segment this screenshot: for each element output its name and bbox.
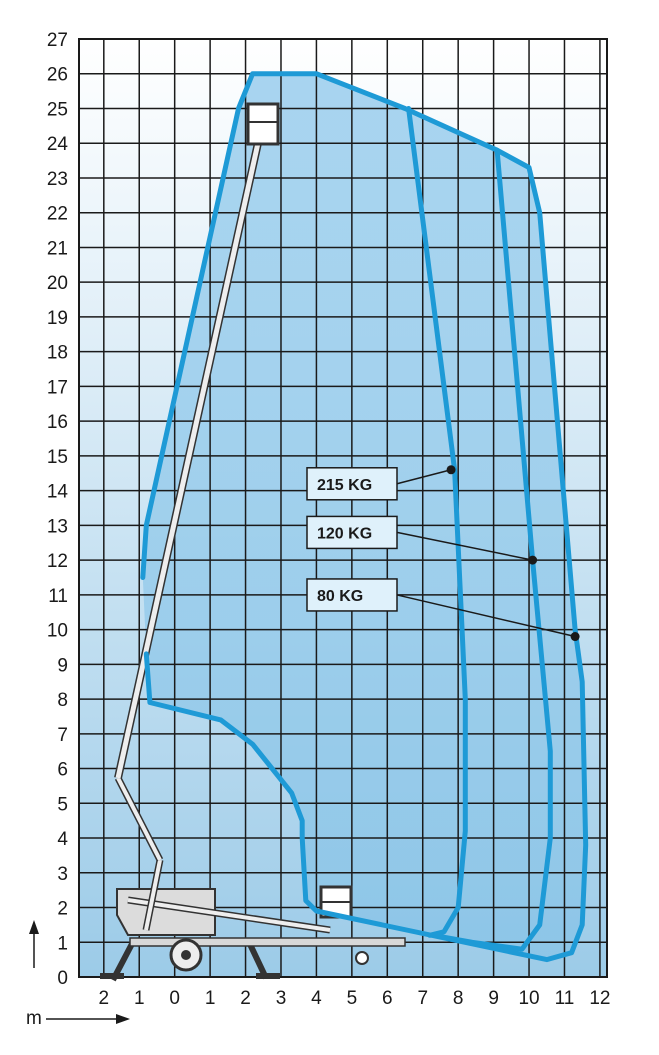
annotation-label: 80 KG [317,588,363,605]
x-axis-unit: m [26,1008,42,1029]
y-tick-label: 15 [47,447,68,468]
annotation-leader-line [396,531,533,561]
y-tick-label: 6 [57,760,68,781]
y-tick-labels: 0123456789101112131415161718192021222324… [47,30,69,989]
y-tick-label: 14 [47,482,69,503]
x-tick-label: 11 [555,988,575,1009]
y-tick-label: 8 [57,690,68,711]
y-tick-label: 11 [48,586,68,607]
x-tick-label: 6 [382,988,393,1009]
x-tick-label: 4 [311,988,322,1009]
y-tick-label: 10 [47,621,68,642]
y-tick-label: 20 [47,273,68,294]
y-tick-label: 12 [47,551,68,572]
y-tick-label: 4 [57,829,68,850]
x-tick-labels: 2 1 0 1 2 3 4 5 6 7 8 9 10 11 12 [99,988,611,1009]
annotation-point [446,465,456,475]
aerial-platform-illustration [100,102,406,982]
y-tick-label: 26 [47,65,68,86]
y-tick-label: 25 [47,99,68,120]
y-tick-label: 17 [47,377,68,398]
y-tick-label: 24 [47,134,69,155]
axis-unit-arrows: m [26,920,130,1029]
x-tick-label: 8 [453,988,464,1009]
load-annotations: 215 KG 120 KG 80 KG [306,465,580,642]
y-tick-label: 27 [47,30,68,51]
y-tick-label: 22 [47,204,68,225]
x-tick-label: 2 [99,988,110,1009]
annotation-box [306,467,398,501]
annotation-point [570,632,580,642]
y-tick-label: 19 [47,308,68,329]
x-tick-label: 10 [518,988,539,1009]
x-tick-label: 2 [240,988,251,1009]
annotation-leader-line [396,469,452,485]
annotation-box [306,515,398,550]
x-tick-label: 5 [347,988,358,1009]
series-line-80-kg [140,71,589,963]
y-tick-label: 13 [47,516,68,537]
annotation-box [306,578,398,612]
x-tick-label: 7 [417,988,428,1009]
y-tick-label: 7 [57,725,68,746]
x-tick-label: 0 [169,988,180,1009]
annotation-label: 120 KG [317,525,372,542]
y-tick-label: 21 [47,238,68,259]
x-tick-label: 1 [134,988,145,1009]
y-tick-label: 1 [57,933,68,954]
x-tick-label: 9 [488,988,499,1009]
x-tick-label: 12 [589,988,610,1009]
y-tick-label: 5 [57,794,68,815]
y-tick-label: 23 [47,169,68,190]
x-tick-label: 1 [205,988,216,1009]
y-tick-label: 3 [57,864,68,885]
annotation-label: 215 KG [317,477,372,494]
annotation-leader-line [396,594,576,638]
y-tick-label: 18 [47,343,68,364]
y-tick-label: 9 [57,655,68,676]
series-line-120-kg [430,147,553,952]
y-tick-label: 2 [57,899,68,920]
grid [79,39,607,977]
x-tick-label: 3 [276,988,287,1009]
y-tick-label: 16 [47,412,68,433]
plot-frame [78,38,608,978]
annotation-point [528,555,538,565]
y-tick-label: 0 [57,968,68,989]
